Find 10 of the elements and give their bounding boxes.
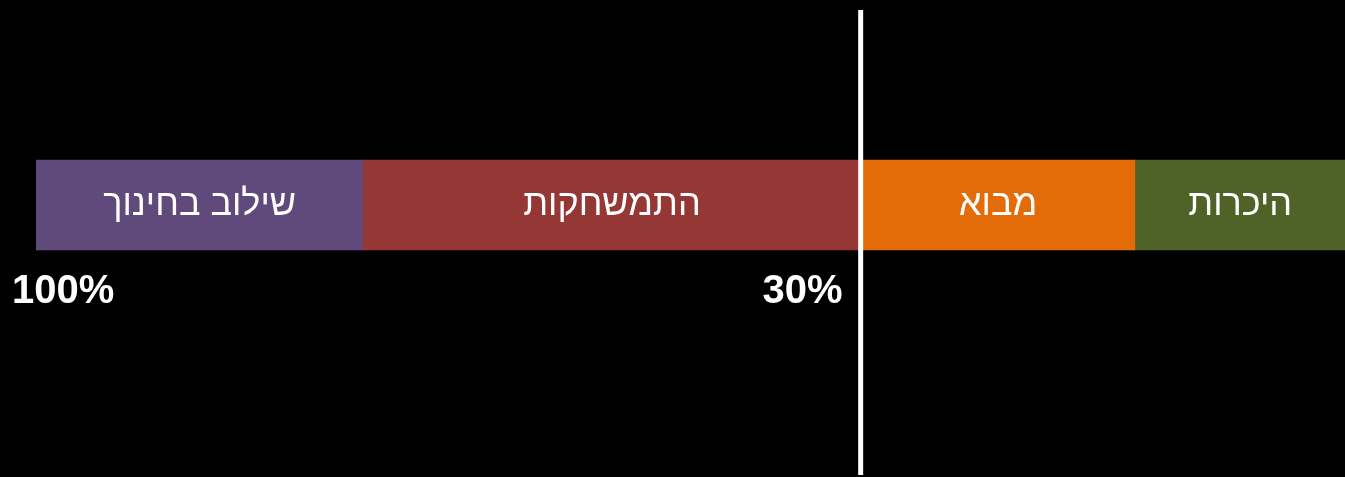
series-label: מבוא	[959, 181, 1038, 223]
bar	[36, 159, 364, 251]
bar	[362, 159, 861, 251]
series-label: היכרות	[1188, 181, 1293, 223]
bar	[860, 159, 1136, 251]
text: 30%	[762, 267, 843, 312]
series-label: שילוב בחינוך	[103, 181, 297, 223]
series-label: התמשחקות	[523, 181, 701, 223]
bar	[1135, 159, 1345, 251]
text: 100%	[12, 267, 115, 312]
